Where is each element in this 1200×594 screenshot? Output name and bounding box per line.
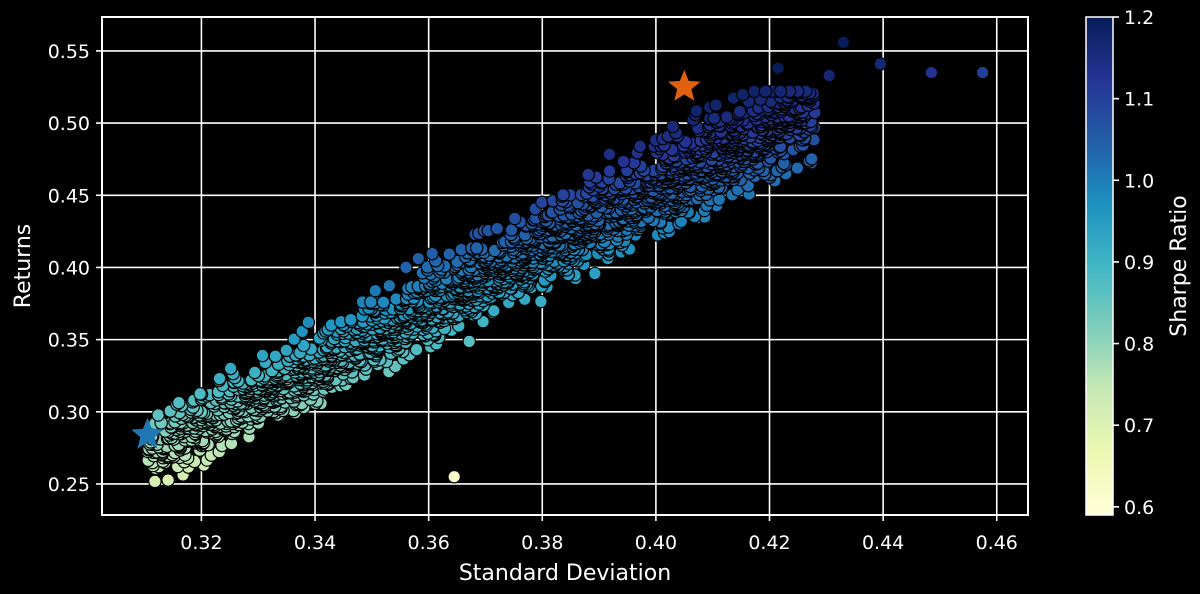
colorbar-tick-label: 1.1: [1124, 89, 1154, 111]
scatter-point: [633, 139, 647, 154]
scatter-point: [382, 278, 397, 293]
scatter-point: [556, 188, 570, 202]
y-tick-label: 0.35: [48, 330, 90, 352]
y-tick-label: 0.30: [48, 402, 90, 424]
min-volatility-star: [131, 417, 164, 449]
y-tick-label: 0.45: [48, 185, 90, 207]
scatter-point: [689, 104, 704, 118]
y-tick-label: 0.40: [48, 257, 90, 279]
scatter-point: [344, 312, 358, 327]
scatter-point: [736, 87, 750, 102]
y-tick-label: 0.50: [48, 113, 90, 135]
scatter-point: [975, 65, 990, 80]
scatter-point: [709, 98, 723, 112]
scatter-point: [535, 195, 549, 210]
x-axis-ticks: 0.32 0.34 0.36 0.38 0.40 0.42 0.44 0.46: [180, 515, 1018, 554]
y-axis-ticks: 0.25 0.30 0.35 0.40 0.45 0.50 0.55: [48, 41, 102, 496]
scatter-point: [425, 246, 439, 261]
y-tick-label: 0.25: [48, 474, 90, 496]
scatter-point: [804, 152, 819, 166]
colorbar-tick-label: 0.6: [1124, 497, 1154, 519]
colorbar-label: Sharpe Ratio: [1167, 195, 1192, 336]
scatter-points: [141, 35, 990, 489]
scatter-point: [602, 164, 617, 178]
scatter-point: [924, 65, 939, 80]
scatter-point: [399, 260, 413, 275]
y-tick-label: 0.55: [48, 41, 90, 63]
scatter-point: [161, 473, 175, 487]
scatter-point: [255, 348, 270, 363]
scatter-point: [462, 334, 476, 349]
colorbar-ticks: 0.6 0.7 0.8 0.9 1.0 1.1 1.2: [1113, 7, 1154, 519]
colorbar-gradient: [1085, 16, 1114, 516]
scatter-point: [873, 57, 888, 71]
colorbar: 0.6 0.7 0.8 0.9 1.0 1.1 1.2 Sharpe Ratio: [1085, 7, 1192, 519]
scatter-point: [773, 84, 788, 99]
scatter-point: [151, 408, 165, 422]
scatter-point: [376, 295, 391, 309]
scatter-point: [836, 35, 851, 50]
colorbar-tick-label: 0.8: [1124, 334, 1154, 356]
x-tick-label: 0.36: [408, 532, 450, 554]
x-tick-label: 0.40: [635, 532, 677, 554]
scatter-point: [364, 295, 378, 309]
x-tick-label: 0.46: [976, 532, 1018, 554]
scatter-point: [719, 110, 734, 124]
x-tick-label: 0.42: [748, 532, 790, 554]
scatter-point: [507, 211, 522, 226]
scatter-point: [534, 294, 548, 309]
highlight-markers: [131, 70, 701, 449]
scatter-point: [447, 469, 461, 484]
scatter-point: [581, 167, 595, 182]
scatter-point: [368, 283, 383, 298]
x-tick-label: 0.44: [862, 532, 904, 554]
scatter-point: [771, 61, 785, 75]
x-tick-label: 0.34: [294, 532, 336, 554]
scatter-point: [442, 247, 456, 261]
colorbar-tick-label: 1.0: [1124, 170, 1154, 192]
scatter-point: [790, 161, 805, 175]
plot-frame: [101, 16, 1029, 516]
scatter-point: [747, 84, 761, 99]
scatter-point: [587, 266, 602, 281]
scatter-point: [666, 119, 680, 134]
scatter-point: [301, 315, 316, 330]
scatter-point: [247, 365, 262, 380]
scatter-point: [758, 84, 773, 99]
scatter-point: [279, 343, 294, 358]
y-axis-label: Returns: [11, 224, 36, 308]
scatter-point: [490, 221, 504, 236]
x-axis-label: Standard Deviation: [459, 561, 671, 586]
scatter-point: [409, 342, 424, 357]
scatter-point: [148, 474, 162, 489]
scatter-point: [822, 68, 836, 83]
scatter-point: [287, 332, 301, 346]
scatter-point: [411, 251, 426, 266]
x-tick-label: 0.38: [521, 532, 563, 554]
x-tick-label: 0.32: [180, 532, 222, 554]
scatter-point: [616, 154, 631, 169]
colorbar-tick-label: 0.7: [1124, 415, 1154, 437]
scatter-point: [469, 241, 484, 255]
scatter-point: [296, 338, 311, 353]
max-sharpe-star: [668, 70, 701, 101]
scatter-point: [486, 303, 501, 318]
colorbar-tick-label: 1.2: [1124, 7, 1154, 29]
scatter-point: [212, 371, 227, 386]
colorbar-tick-label: 0.9: [1124, 252, 1154, 274]
scatter-point: [172, 395, 186, 410]
scatter-point: [732, 104, 747, 119]
scatter-point: [602, 147, 617, 162]
scatter-point: [223, 361, 238, 376]
scatter-point: [193, 386, 207, 401]
